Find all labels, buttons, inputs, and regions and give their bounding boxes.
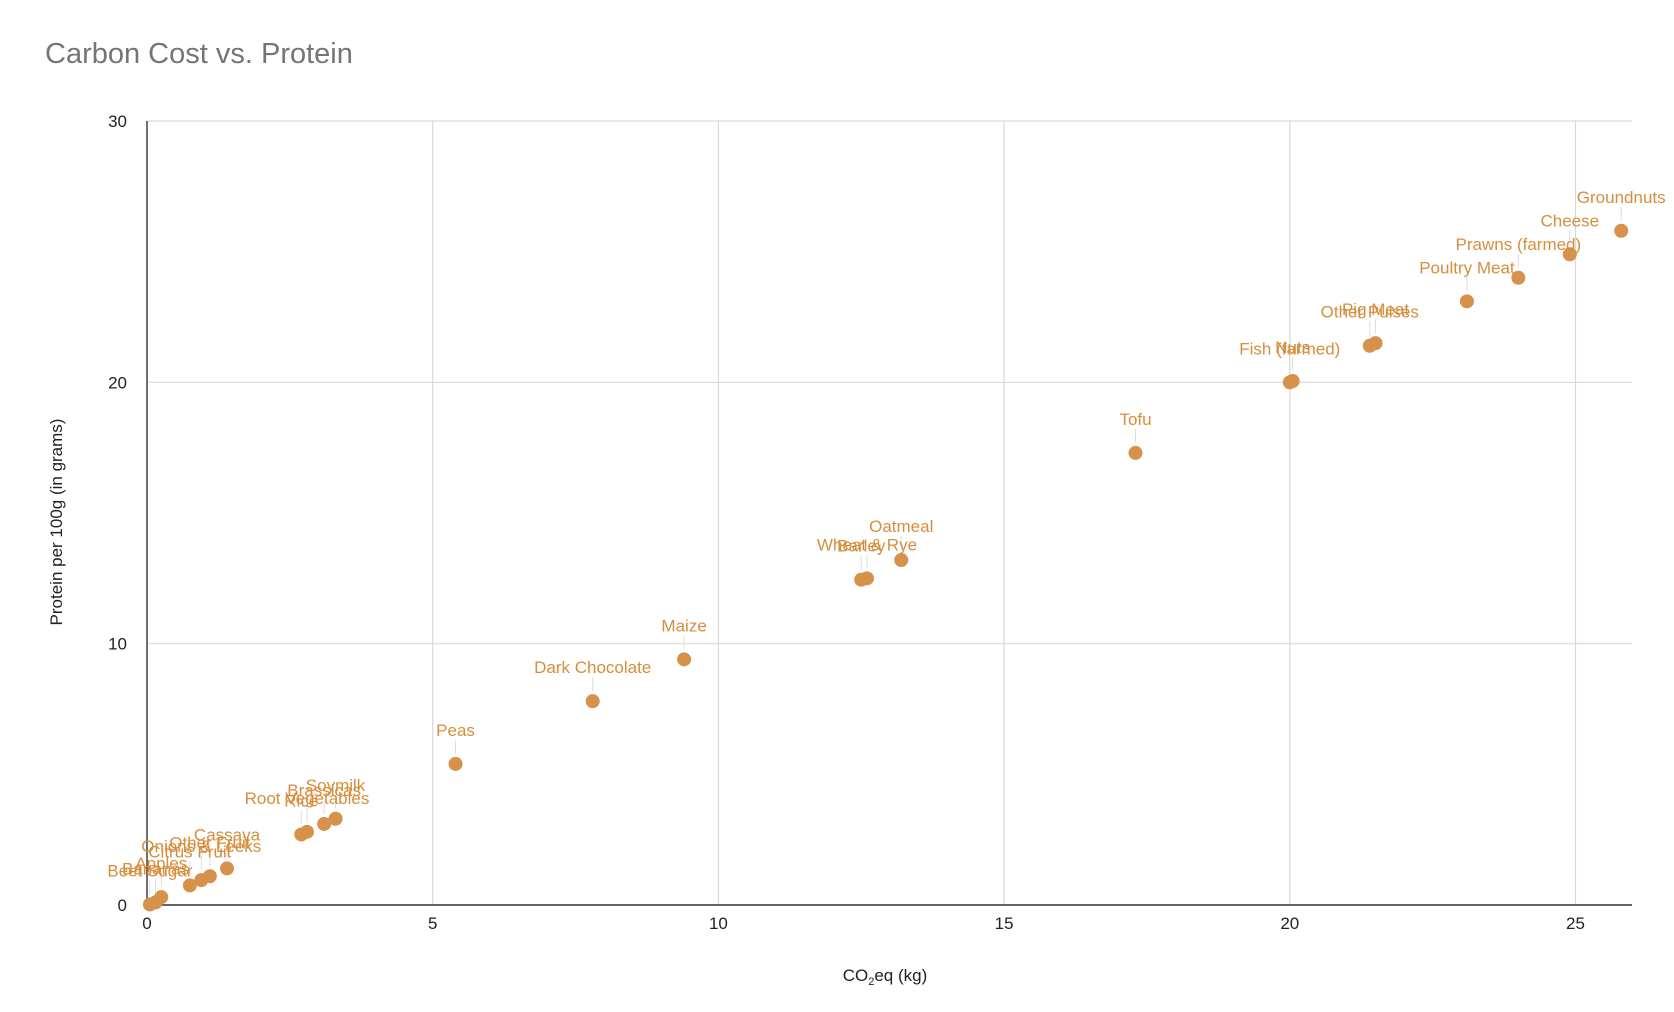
data-point [854,572,869,587]
point-label: Apples [135,854,187,873]
data-point [1362,338,1377,353]
point-label: Brassicas [287,781,361,800]
x-axis-title: CO2eq (kg) [843,966,928,988]
data-point [294,827,309,842]
point-label: Onions & Leeks [141,837,261,856]
data-point [1562,247,1577,262]
data-point [1459,294,1474,309]
point-label: Fish (farmed) [1239,339,1340,358]
data-point [182,878,197,893]
x-tick-label: 0 [142,914,151,933]
label-leader-lines [149,206,1622,895]
x-tick-label: 5 [428,914,437,933]
point-label: Groundnuts [1577,188,1666,207]
y-tick-label: 10 [108,635,127,654]
point-label: Cassava [194,825,261,844]
y-tick-label: 20 [108,373,127,392]
point-label: Soymilk [306,776,366,795]
data-point [677,652,692,667]
data-point [1285,374,1300,389]
point-label: Root Vegetables [245,789,370,808]
point-label: Maize [661,616,706,635]
y-tick-label: 0 [118,896,127,915]
point-label: Wheat & Rye [817,535,917,554]
point-label: Rice [284,791,318,810]
data-points [142,223,1629,912]
point-label: Nuts [1275,338,1310,357]
tick-labels: 0 10 20 30 0 5 10 15 20 25 [108,112,1585,933]
y-tick-label: 30 [108,112,127,131]
point-label: Peas [436,721,475,740]
data-point [219,861,234,876]
data-point [585,694,600,709]
data-point [894,553,909,568]
point-label: Prawns (farmed) [1456,235,1582,254]
data-point [194,873,209,888]
point-label: Tofu [1119,410,1151,429]
data-point [1128,445,1143,460]
gridlines [147,120,1632,905]
point-label: Oatmeal [869,517,933,536]
data-point [317,816,332,831]
point-label: Citrus Fruit [148,842,231,861]
point-label: Dark Chocolate [534,658,651,677]
chart-title: Carbon Cost vs. Protein [45,38,353,70]
x-tick-label: 10 [709,914,728,933]
point-label: Cheese [1540,211,1599,230]
y-axis-title: Protein per 100g (in grams) [47,419,66,626]
x-tick-label: 15 [995,914,1014,933]
x-tick-label: 20 [1280,914,1299,933]
point-label: Other Fruit [169,833,251,852]
point-label: Bananas [122,859,189,878]
data-point [1614,223,1629,238]
data-point [1511,270,1526,285]
x-tick-label: 25 [1566,914,1585,933]
point-label: Barley [837,537,886,556]
point-label: Other Pulses [1321,303,1419,322]
point-label: Beet Sugar [107,861,192,880]
data-point [448,756,463,771]
point-label: Poultry Meat [1419,258,1515,277]
axes [146,121,1632,906]
data-point [328,811,343,826]
data-point [142,897,157,912]
point-labels: Groundnuts Cheese Prawns (farmed) Poultry M… [107,188,1665,881]
point-label: Pig Meat [1342,300,1409,319]
